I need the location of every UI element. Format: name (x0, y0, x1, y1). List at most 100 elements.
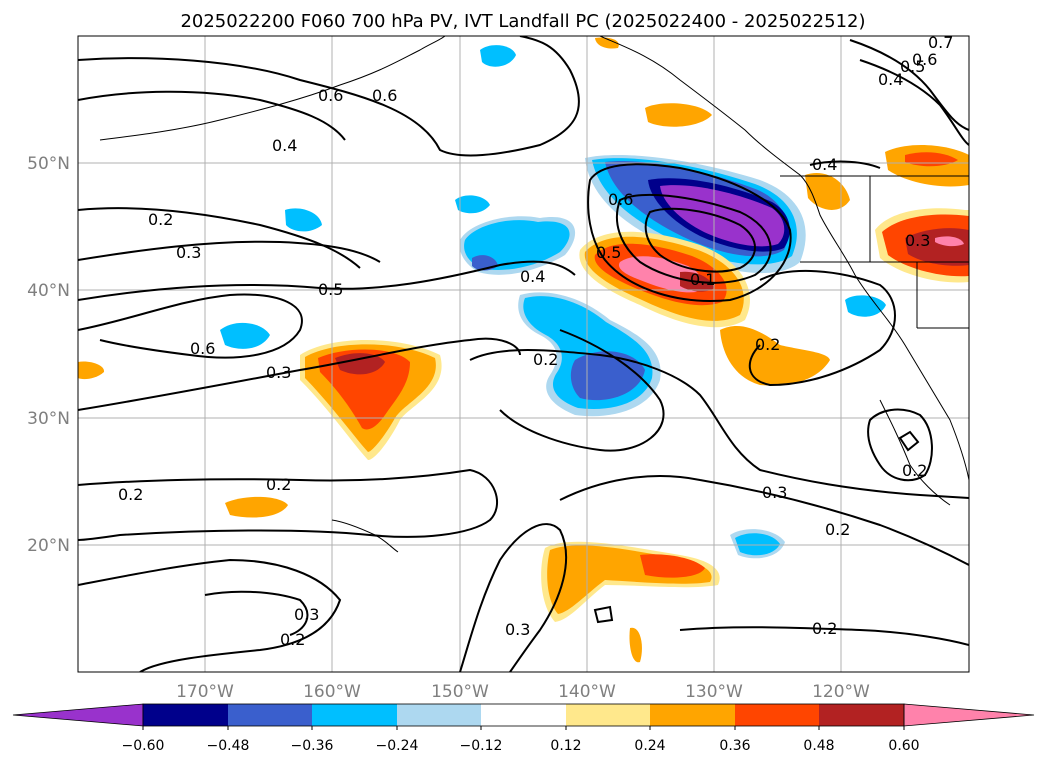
coastlines (99, 36, 969, 553)
contour-line (849, 39, 969, 131)
pos-anomaly-hawaii (225, 496, 288, 518)
colorbar-tick-label: −0.48 (207, 738, 250, 754)
lon-tick-label: 150°W (431, 682, 489, 702)
colorbar (12, 703, 1035, 730)
contour-line (78, 207, 361, 269)
pos-anomaly-ak (595, 37, 619, 49)
pos-anomaly-gulf (645, 103, 712, 127)
contour-line (859, 59, 969, 146)
contour-line (78, 337, 521, 411)
contour-label: 0.2 (902, 461, 927, 480)
lon-tick-label: 120°W (812, 682, 870, 702)
contour-label: 0.7 (928, 33, 953, 52)
contour-line (469, 349, 969, 499)
lat-tick-label: 50°N (27, 154, 70, 174)
lat-tick-labels: 50°N 40°N 30°N 20°N (27, 154, 70, 556)
pos-anomaly-interior-060 (935, 236, 964, 247)
lon-tick-label: 170°W (176, 682, 234, 702)
colorbar-tick-label: −0.24 (376, 738, 419, 754)
pv-contours (78, 36, 969, 672)
contour-line (78, 260, 576, 301)
neg-anomaly-coast (845, 295, 886, 317)
pos-anomaly-subtrop-048 (335, 353, 385, 375)
contour-line (644, 207, 756, 273)
contour-label: 0.2 (148, 210, 173, 229)
colorbar-box (819, 704, 904, 726)
contour-label: 0.4 (878, 70, 903, 89)
colorbar-box (143, 704, 228, 726)
border-lines (780, 175, 969, 329)
contour-label: 0.1 (690, 270, 715, 289)
contour-label: 0.3 (762, 483, 787, 502)
colorbar-tick-label: 0.36 (719, 738, 750, 754)
contour-line (615, 193, 772, 284)
colorbar-box (735, 704, 819, 726)
colorbar-tick-label: 0.12 (550, 738, 581, 754)
contour-line (204, 590, 309, 636)
lon-tick-label: 140°W (558, 682, 616, 702)
contour-label: 0.6 (318, 86, 343, 105)
colorbar-extend-low (12, 703, 144, 727)
contour-label: 0.3 (266, 363, 291, 382)
contour-line (499, 329, 665, 452)
contour-label: 0.2 (812, 619, 837, 638)
contour-label: 0.4 (812, 155, 837, 174)
contour-label: 0.5 (596, 243, 621, 262)
contour-line (78, 558, 342, 672)
map-title: 2025022200 F060 700 hPa PV, IVT Landfall… (180, 11, 865, 32)
contour-label: 0.4 (520, 267, 545, 286)
contour-line (559, 475, 969, 566)
contour-line (459, 523, 568, 672)
pos-anomaly-small (629, 627, 642, 663)
contour-label: 0.2 (118, 485, 143, 504)
coastline-aleutians (99, 36, 446, 141)
contour-label: 0.2 (755, 335, 780, 354)
contour-label: 0.3 (294, 605, 319, 624)
colorbar-box (650, 704, 735, 726)
colorbar-box (566, 704, 650, 726)
neg-anomaly-band-036 (570, 351, 645, 401)
contour-label: 0.5 (318, 280, 343, 299)
pos-anomaly-bc (805, 172, 850, 210)
contour-line (78, 293, 303, 359)
lon-tick-label: 160°W (303, 682, 361, 702)
colorbar-tick-label: 0.48 (803, 738, 834, 754)
coastline-baja (879, 399, 951, 506)
contour-label: 0.6 (372, 86, 397, 105)
pos-anomaly-tropical-036 (640, 554, 705, 578)
colorbar-box (481, 704, 566, 726)
contour-label: 0.5 (900, 57, 925, 76)
lat-tick-label: 40°N (27, 281, 70, 301)
contour-label: 0.2 (280, 630, 305, 649)
colorbar-box (397, 704, 481, 726)
neg-anomaly-060 (660, 185, 785, 247)
neg-anomaly-top (480, 45, 516, 67)
contour-label: 0.2 (825, 520, 850, 539)
map-frame (77, 35, 970, 673)
contour-line (593, 605, 614, 624)
lat-tick-label: 30°N (27, 409, 70, 429)
colorbar-box (312, 704, 397, 726)
colorbar-tick-label: −0.60 (122, 738, 165, 754)
contour-line (748, 269, 896, 387)
contour-label: 0.4 (272, 136, 297, 155)
contour-label: 0.3 (505, 620, 530, 639)
map-field: 0.6 0.6 0.4 0.2 0.3 0.5 0.6 0.3 0.2 0.2 … (78, 33, 969, 672)
contour-label: 0.2 (533, 350, 558, 369)
neg-anomaly-nw (285, 208, 322, 232)
contour-label: 0.2 (266, 475, 291, 494)
contour-line (679, 626, 969, 646)
pos-anomaly-w (78, 361, 105, 380)
contour-line (809, 160, 881, 169)
contour-label: 0.6 (912, 50, 937, 69)
lat-tick-label: 20°N (27, 536, 70, 556)
contour-label: 0.6 (608, 190, 633, 209)
colorbar-extend-high (903, 703, 1035, 727)
contour-line (78, 240, 381, 263)
contour-line (78, 468, 499, 541)
contour-line (78, 90, 346, 141)
contour-label: 0.6 (190, 339, 215, 358)
pos-anomaly-coast (720, 325, 830, 386)
contour-label: 0.3 (905, 231, 930, 250)
